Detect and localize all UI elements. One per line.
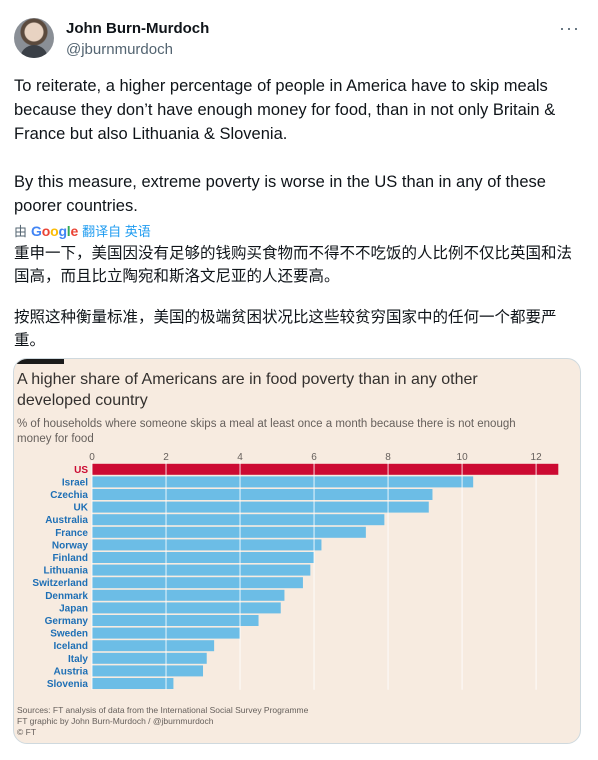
bar-australia xyxy=(92,514,385,526)
category-label: Israel xyxy=(62,477,88,488)
bar-switzerland xyxy=(92,577,303,589)
bar-norway xyxy=(92,539,322,551)
category-label: France xyxy=(55,528,88,539)
category-label: Denmark xyxy=(45,591,88,602)
chart-credit-line: FT graphic by John Burn-Murdoch / @jburn… xyxy=(17,716,214,726)
bar-germany xyxy=(92,615,259,626)
translated-paragraph-1: 重申一下，美国因没有足够的钱购买食物而不得不不吃饭的人比例不仅比英国和法国高，而… xyxy=(14,244,573,285)
x-tick-label: 2 xyxy=(163,452,169,463)
tweet-text: To reiterate, a higher percentage of peo… xyxy=(14,74,584,218)
tweet-paragraph-1: To reiterate, a higher percentage of peo… xyxy=(14,77,556,143)
category-label: Sweden xyxy=(50,629,88,640)
chart-title: A higher share of Americans are in food … xyxy=(17,371,478,409)
x-tick-label: 0 xyxy=(89,452,95,463)
x-tick-label: 8 xyxy=(385,452,391,463)
chart-copyright-line: © FT xyxy=(17,727,37,737)
x-tick-label: 12 xyxy=(531,452,543,463)
bar-lithuania xyxy=(92,564,311,576)
tweet-header: John Burn-Murdoch @jburnmurdoch ··· xyxy=(14,14,584,64)
avatar[interactable] xyxy=(14,18,54,58)
bar-uk xyxy=(92,501,429,513)
translated-paragraph-2: 按照这种衡量标准，美国的极端贫困状况比这些较贫穷国家中的任何一个都要严重。 xyxy=(14,308,557,349)
bar-us xyxy=(92,463,559,475)
bar-israel xyxy=(92,476,474,488)
translation-link[interactable]: 翻译自 英语 xyxy=(82,224,151,239)
category-label: Norway xyxy=(52,540,89,551)
category-label: Italy xyxy=(68,654,88,665)
author-name[interactable]: John Burn-Murdoch xyxy=(66,20,210,37)
category-label: Finland xyxy=(52,553,88,564)
x-tick-label: 10 xyxy=(457,452,469,463)
bar-italy xyxy=(92,652,207,664)
chart-sources: Sources: FT analysis of data from the In… xyxy=(17,705,308,738)
bar-denmark xyxy=(92,589,285,601)
translation-attribution: 由 Google 翻译自 英语 xyxy=(14,221,151,240)
category-label: US xyxy=(74,465,88,476)
author-handle[interactable]: @jburnmurdoch xyxy=(66,41,173,58)
tweet-paragraph-2: By this measure, extreme poverty is wors… xyxy=(14,173,546,215)
chart-subtitle: % of households where someone skips a me… xyxy=(17,418,516,445)
bar-france xyxy=(92,526,366,538)
bar-finland xyxy=(92,552,315,563)
category-label: Czechia xyxy=(50,490,88,501)
x-tick-label: 4 xyxy=(237,452,243,463)
category-label: Australia xyxy=(45,515,88,526)
category-label: Slovenia xyxy=(47,679,89,690)
category-label: Iceland xyxy=(54,641,88,652)
bar-japan xyxy=(92,602,281,614)
bar-iceland xyxy=(92,640,215,652)
translated-text: 重申一下，美国因没有足够的钱购买食物而不得不不吃饭的人比例不仅比英国和法国高，而… xyxy=(14,242,584,370)
category-label: UK xyxy=(74,503,89,514)
category-label: Germany xyxy=(45,616,89,627)
chart-source-line: Sources: FT analysis of data from the In… xyxy=(17,705,309,715)
translated-by-label: 由 xyxy=(14,224,28,239)
bar-czechia xyxy=(92,489,433,500)
chart-image[interactable]: A higher share of Americans are in food … xyxy=(13,358,581,744)
category-label: Switzerland xyxy=(32,578,88,589)
x-tick-label: 6 xyxy=(311,452,317,463)
category-label: Lithuania xyxy=(44,566,89,577)
google-logo: Google xyxy=(31,222,79,239)
more-options-icon[interactable]: ··· xyxy=(559,18,580,38)
bar-slovenia xyxy=(92,678,174,689)
bar-austria xyxy=(92,665,204,677)
category-label: Austria xyxy=(54,666,89,677)
ft-brand-bar xyxy=(14,359,64,364)
category-label: Japan xyxy=(59,603,88,614)
avatar-figure xyxy=(20,45,48,58)
